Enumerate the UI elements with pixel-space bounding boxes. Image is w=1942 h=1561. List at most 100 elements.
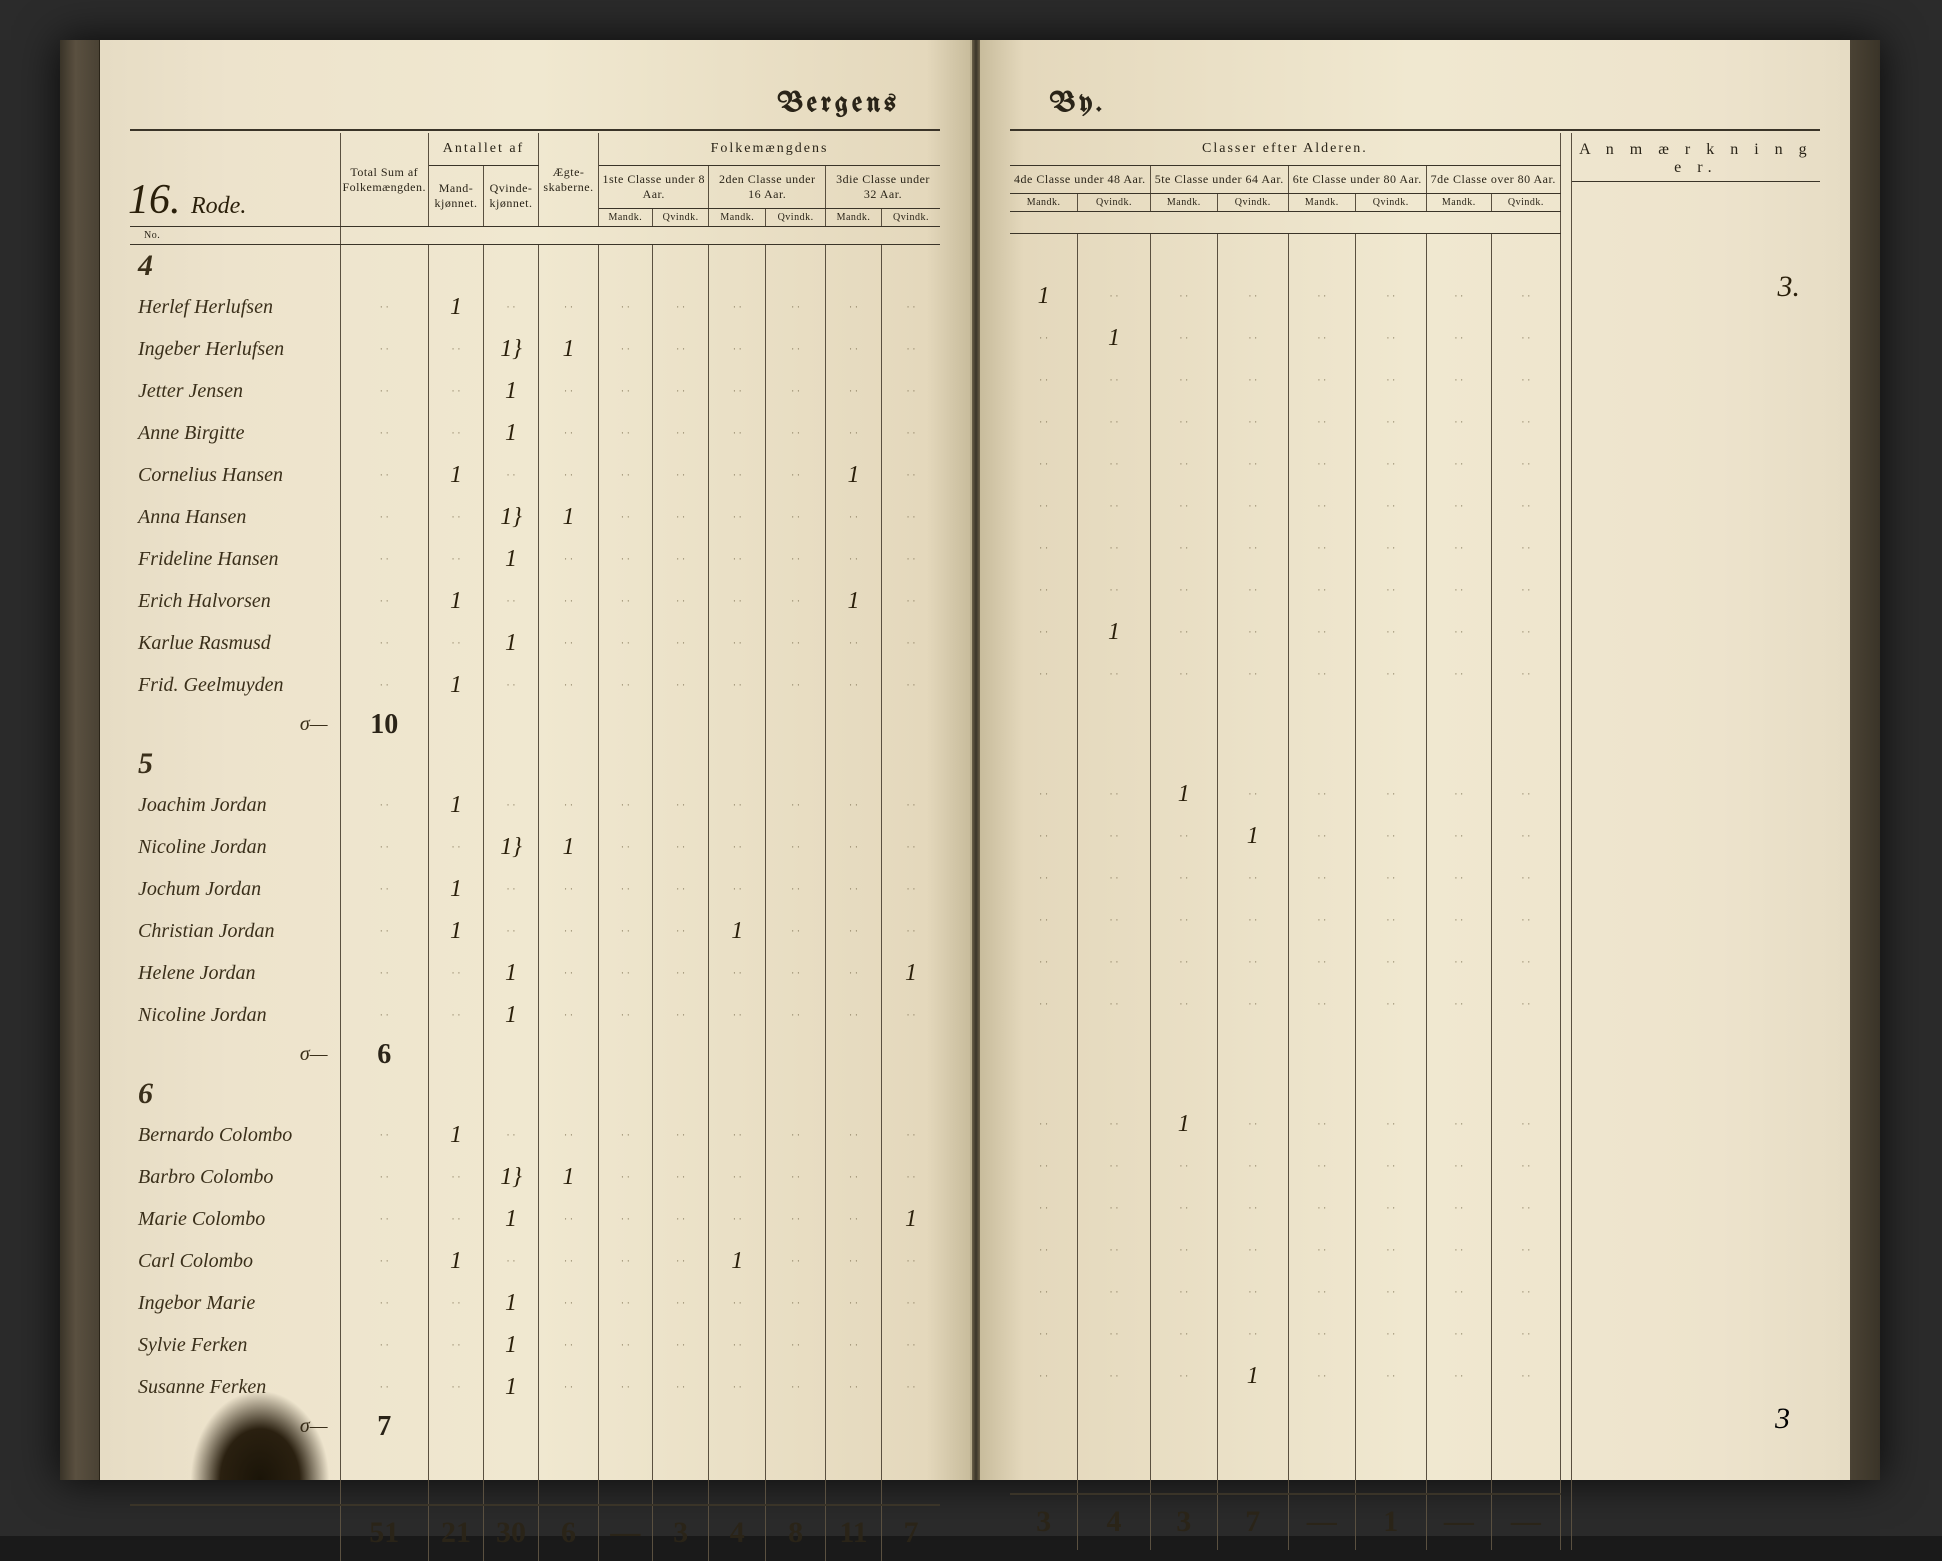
empty-cell xyxy=(1217,1314,1288,1356)
empty-cell xyxy=(1288,276,1355,318)
empty-cell xyxy=(1078,1272,1150,1314)
empty-cell xyxy=(599,539,653,581)
empty-cell xyxy=(1078,774,1150,816)
empty-cell xyxy=(1150,1146,1217,1188)
person-name: Marie Colombo xyxy=(130,1199,340,1241)
empty-cell xyxy=(340,1157,429,1199)
person-row-right xyxy=(1010,654,1560,696)
empty-cell xyxy=(652,785,709,827)
empty-cell xyxy=(539,1199,599,1241)
empty-cell xyxy=(1010,1314,1078,1356)
empty-cell xyxy=(709,869,766,911)
col-mand: Mand-kjønnet. xyxy=(429,166,484,227)
empty-cell xyxy=(652,329,709,371)
empty-cell xyxy=(539,953,599,995)
empty-cell xyxy=(652,539,709,581)
empty-cell xyxy=(766,953,826,995)
empty-cell xyxy=(1288,816,1355,858)
total-c2q: 8 xyxy=(766,1505,826,1561)
empty-cell xyxy=(1217,984,1288,1026)
person-row-right: 1 xyxy=(1010,1104,1560,1146)
empty-cell xyxy=(1426,1314,1491,1356)
empty-cell xyxy=(652,665,709,707)
empty-cell xyxy=(1010,942,1078,984)
col-qvinde: Qvinde-kjønnet. xyxy=(484,166,539,227)
person-row: Barbro Colombo 1}1 xyxy=(130,1157,940,1199)
empty-cell xyxy=(539,785,599,827)
empty-cell xyxy=(599,869,653,911)
tally-mark: 1 xyxy=(539,329,599,371)
empty-cell xyxy=(766,329,826,371)
empty-cell xyxy=(825,329,881,371)
empty-cell xyxy=(766,371,826,413)
empty-cell xyxy=(1426,858,1491,900)
empty-cell xyxy=(1426,318,1491,360)
person-row-right xyxy=(1010,942,1560,984)
empty-cell xyxy=(340,1325,429,1367)
person-name: Erich Halvorsen xyxy=(130,581,340,623)
empty-cell xyxy=(1010,858,1078,900)
empty-cell xyxy=(1150,900,1217,942)
empty-cell xyxy=(539,413,599,455)
empty-cell xyxy=(1010,1230,1078,1272)
total-c1q: 3 xyxy=(652,1505,709,1561)
empty-cell xyxy=(1217,1188,1288,1230)
tally-mark: 1 xyxy=(484,371,539,413)
empty-cell xyxy=(429,1325,484,1367)
person-name: Karlue Rasmusd xyxy=(130,623,340,665)
empty-cell xyxy=(1010,486,1078,528)
empty-cell xyxy=(429,1367,484,1409)
total-c5m: 3 xyxy=(1150,1494,1217,1550)
empty-cell xyxy=(1288,528,1355,570)
person-row: Frid. Geelmuyden 1 xyxy=(130,665,940,707)
ledger-table-left: Total Sum af Folkemængden. Antallet af Æ… xyxy=(130,133,940,1561)
empty-cell xyxy=(1426,942,1491,984)
empty-cell xyxy=(825,287,881,329)
empty-cell xyxy=(882,1157,940,1199)
empty-cell xyxy=(766,869,826,911)
empty-cell xyxy=(1150,1230,1217,1272)
tally-mark: 1 xyxy=(429,785,484,827)
empty-cell xyxy=(429,953,484,995)
empty-cell xyxy=(1288,654,1355,696)
person-row: Ingeber Herlufsen 1}1 xyxy=(130,329,940,371)
house-number: 5 xyxy=(138,747,153,780)
person-name: Nicoline Jordan xyxy=(130,827,340,869)
col-c5: 5te Classe under 64 Aar. xyxy=(1150,166,1288,194)
empty-cell xyxy=(1491,486,1560,528)
empty-cell xyxy=(882,1325,940,1367)
empty-cell xyxy=(766,1241,826,1283)
empty-cell xyxy=(1288,402,1355,444)
empty-cell xyxy=(1491,570,1560,612)
empty-cell xyxy=(484,287,539,329)
empty-cell xyxy=(599,1283,653,1325)
empty-cell xyxy=(709,623,766,665)
empty-cell xyxy=(825,497,881,539)
empty-cell xyxy=(484,665,539,707)
empty-cell xyxy=(340,665,429,707)
rule xyxy=(1572,181,1820,182)
empty-cell xyxy=(825,1241,881,1283)
tally-mark: 1 xyxy=(429,1241,484,1283)
tally-mark: 1 xyxy=(539,497,599,539)
empty-cell xyxy=(1078,984,1150,1026)
empty-cell xyxy=(539,1241,599,1283)
empty-cell xyxy=(882,413,940,455)
total-c5q: 7 xyxy=(1217,1494,1288,1550)
tally-mark: 1 xyxy=(1217,1356,1288,1398)
empty-cell xyxy=(1217,774,1288,816)
tally-mark: 1} xyxy=(484,329,539,371)
empty-cell xyxy=(599,455,653,497)
person-row-right xyxy=(1010,528,1560,570)
person-name: Helene Jordan xyxy=(130,953,340,995)
empty-cell xyxy=(599,1325,653,1367)
col-antallet: Antallet af xyxy=(429,133,539,166)
empty-cell xyxy=(1355,486,1426,528)
empty-cell xyxy=(484,581,539,623)
empty-cell xyxy=(340,1241,429,1283)
empty-cell xyxy=(1288,360,1355,402)
tally-mark: 1 xyxy=(1150,774,1217,816)
empty-cell xyxy=(1150,360,1217,402)
c4m: Mandk. xyxy=(1010,194,1078,212)
empty-cell xyxy=(1355,444,1426,486)
